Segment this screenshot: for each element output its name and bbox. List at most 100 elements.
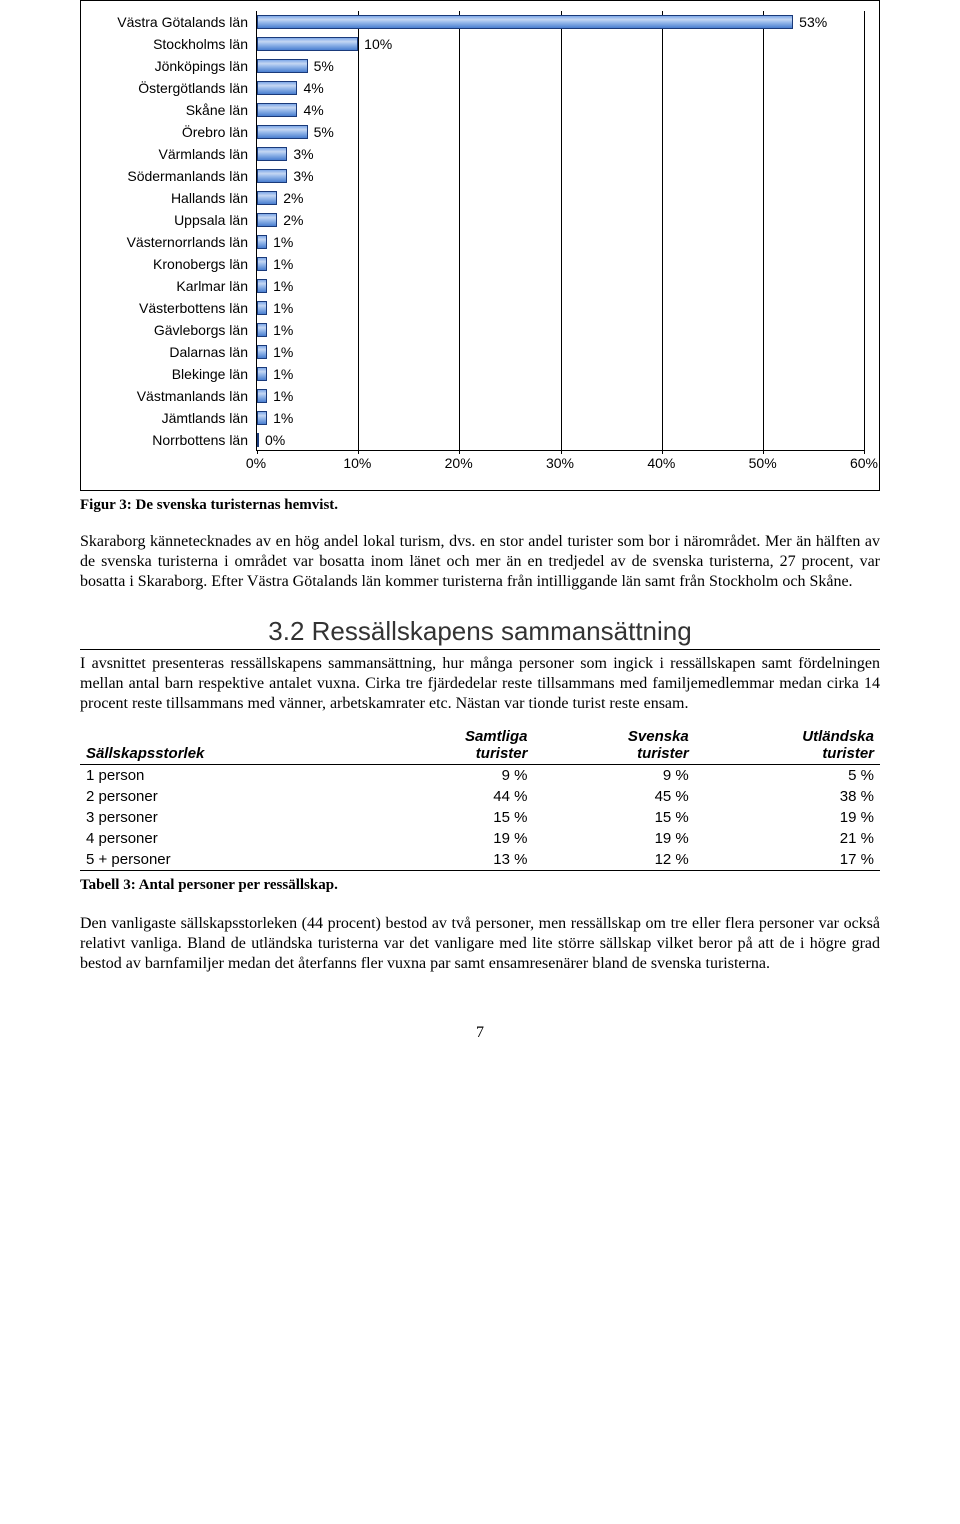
chart-bar-value: 1% <box>273 234 293 250</box>
chart-row-label: Östergötlands län <box>96 80 256 96</box>
chart-bar <box>257 323 267 337</box>
table-row: 1 person9 %9 %5 % <box>80 765 880 787</box>
chart-bar-value: 0% <box>265 432 285 448</box>
axis-tick-label: 30% <box>546 455 574 471</box>
table-cell: 21 % <box>695 828 880 849</box>
table-cell: 19 % <box>695 807 880 828</box>
chart-bar-value: 1% <box>273 278 293 294</box>
chart-bar-value: 1% <box>273 344 293 360</box>
chart-bar <box>257 257 267 271</box>
chart-bar-row: 1% <box>257 341 864 363</box>
chart-label-row: Blekinge län <box>96 363 256 385</box>
chart-row-label: Värmlands län <box>96 146 256 162</box>
chart-bar-row: 10% <box>257 33 864 55</box>
table-row: 4 personer19 %19 %21 % <box>80 828 880 849</box>
chart-bar-value: 1% <box>273 322 293 338</box>
chart-label-row: Gävleborgs län <box>96 319 256 341</box>
paragraph-1: Skaraborg kännetecknades av en hög andel… <box>80 532 880 592</box>
axis-tick-label: 0% <box>246 455 266 471</box>
chart-bar-value: 1% <box>273 410 293 426</box>
page-number: 7 <box>80 1024 880 1042</box>
chart-bar-row: 1% <box>257 319 864 341</box>
chart-label-row: Jämtlands län <box>96 407 256 429</box>
chart-bar-row: 1% <box>257 231 864 253</box>
chart-bar <box>257 389 267 403</box>
chart-bar-row: 1% <box>257 385 864 407</box>
chart-label-row: Uppsala län <box>96 209 256 231</box>
chart-labels-column: Västra Götalands länStockholms länJönköp… <box>96 11 256 451</box>
table-header-cell: Samtligaturister <box>369 726 534 765</box>
chart-label-row: Dalarnas län <box>96 341 256 363</box>
chart-bar-value: 2% <box>283 190 303 206</box>
chart-row-label: Södermanlands län <box>96 168 256 184</box>
axis-tick-label: 20% <box>445 455 473 471</box>
chart-bar-row: 53% <box>257 11 864 33</box>
chart-bar-row: 2% <box>257 187 864 209</box>
paragraph-3: Den vanligaste sällskapsstorleken (44 pr… <box>80 914 880 974</box>
section-heading: 3.2 Ressällskapens sammansättning <box>80 616 880 647</box>
chart-bar-row: 0% <box>257 429 864 451</box>
chart-row-label: Uppsala län <box>96 212 256 228</box>
chart-bar <box>257 279 267 293</box>
chart-row-label: Hallands län <box>96 190 256 206</box>
chart-label-row: Jönköpings län <box>96 55 256 77</box>
table-header-cell: Svenskaturister <box>533 726 694 765</box>
chart-label-row: Västerbottens län <box>96 297 256 319</box>
table-row: 5 + personer13 %12 %17 % <box>80 849 880 871</box>
data-table: SällskapsstorlekSamtligaturisterSvenskat… <box>80 726 880 871</box>
chart-row-label: Stockholms län <box>96 36 256 52</box>
chart-label-row: Hallands län <box>96 187 256 209</box>
chart-bar <box>257 411 267 425</box>
table-cell: 9 % <box>533 765 694 787</box>
chart-bar-row: 5% <box>257 55 864 77</box>
chart-row-label: Dalarnas län <box>96 344 256 360</box>
chart-bar <box>257 433 259 447</box>
chart-bar <box>257 59 308 73</box>
chart-bar-row: 4% <box>257 99 864 121</box>
chart-row-label: Västernorrlands län <box>96 234 256 250</box>
table-cell: 2 personer <box>80 786 369 807</box>
table-header-cell: Utländskaturister <box>695 726 880 765</box>
chart-bar-row: 4% <box>257 77 864 99</box>
table-cell: 12 % <box>533 849 694 871</box>
chart-bar <box>257 345 267 359</box>
table-caption: Tabell 3: Antal personer per ressällskap… <box>80 877 880 894</box>
table-row: 3 personer15 %15 %19 % <box>80 807 880 828</box>
chart-bar <box>257 301 267 315</box>
chart-bar-row: 5% <box>257 121 864 143</box>
table-cell: 9 % <box>369 765 534 787</box>
chart-bar-value: 1% <box>273 300 293 316</box>
chart-label-row: Värmlands län <box>96 143 256 165</box>
table-cell: 3 personer <box>80 807 369 828</box>
chart-row-label: Jönköpings län <box>96 58 256 74</box>
table-cell: 5 % <box>695 765 880 787</box>
chart-bar-value: 5% <box>314 124 334 140</box>
chart-row-label: Västmanlands län <box>96 388 256 404</box>
chart-bar <box>257 147 287 161</box>
chart-bar <box>257 37 358 51</box>
chart-bar-value: 2% <box>283 212 303 228</box>
table-cell: 1 person <box>80 765 369 787</box>
chart-bar-value: 5% <box>314 58 334 74</box>
chart-bar-value: 53% <box>799 14 827 30</box>
table-cell: 38 % <box>695 786 880 807</box>
chart-bar <box>257 213 277 227</box>
chart-bar-value: 1% <box>273 388 293 404</box>
chart-row-label: Blekinge län <box>96 366 256 382</box>
table-cell: 15 % <box>369 807 534 828</box>
table-cell: 4 personer <box>80 828 369 849</box>
table-cell: 44 % <box>369 786 534 807</box>
chart-label-row: Östergötlands län <box>96 77 256 99</box>
chart-x-axis: 0%10%20%30%40%50%60% <box>256 455 864 475</box>
table-cell: 45 % <box>533 786 694 807</box>
chart-row-label: Karlmar län <box>96 278 256 294</box>
chart-bar-row: 2% <box>257 209 864 231</box>
chart-bar-row: 3% <box>257 165 864 187</box>
axis-tick-label: 10% <box>343 455 371 471</box>
chart-row-label: Kronobergs län <box>96 256 256 272</box>
chart-bar <box>257 191 277 205</box>
table-cell: 19 % <box>369 828 534 849</box>
chart-plot-area: 53%10%5%4%4%5%3%3%2%2%1%1%1%1%1%1%1%1%1%… <box>256 11 864 451</box>
chart-bar-row: 1% <box>257 297 864 319</box>
table-header-row: SällskapsstorlekSamtligaturisterSvenskat… <box>80 726 880 765</box>
